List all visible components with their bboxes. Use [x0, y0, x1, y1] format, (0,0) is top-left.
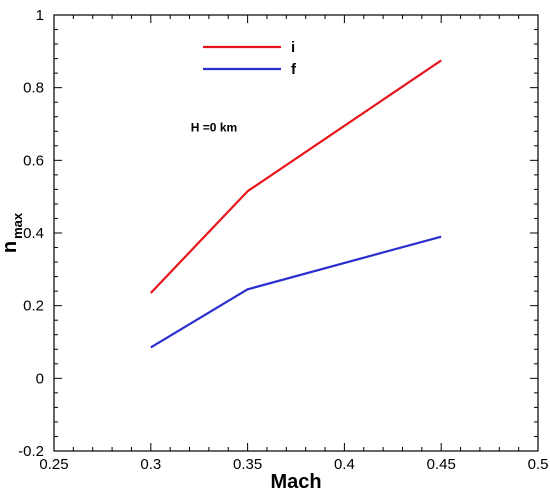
- x-tick-label: 0.25: [39, 456, 68, 473]
- ticks: 0.25 0.3 0.35 0.4 0.45 0.5 -0.2 0 0.2 0.4 0.6 0.8 1: [18, 7, 548, 473]
- annotation-label: H =0 km: [191, 120, 237, 134]
- x-tick-label: 0.45: [427, 456, 456, 473]
- y-tick-label: -0.2: [18, 443, 44, 460]
- legend-label-i: i: [291, 39, 295, 56]
- y-tick-label: 0.2: [23, 298, 44, 315]
- legend: if: [203, 39, 297, 78]
- series-line-f: [150, 235, 442, 349]
- x-tick-label: 0.35: [233, 456, 262, 473]
- y-tick-label: 0.8: [23, 80, 44, 97]
- plot-frame: [53, 14, 539, 452]
- x-tick-label: 0.3: [140, 456, 161, 473]
- y-axis-title: n max: [0, 212, 25, 253]
- y-tick-label: 1: [36, 7, 44, 24]
- y-axis-title-sub: max: [10, 212, 25, 239]
- series-line-i: [150, 59, 442, 294]
- y-tick-label: 0.4: [23, 225, 44, 242]
- axes: [53, 14, 539, 452]
- x-tick-label: 0.4: [334, 456, 355, 473]
- legend-label-f: f: [291, 61, 297, 78]
- x-tick-label: 0.5: [528, 456, 549, 473]
- y-axis-title-main: n: [0, 241, 21, 253]
- x-axis-title: Mach: [270, 471, 321, 493]
- annotations: H =0 km: [191, 120, 237, 134]
- y-tick-label: 0.6: [23, 152, 44, 169]
- series-lines: [150, 59, 442, 349]
- svg-text:nmax: n max: [0, 212, 25, 253]
- y-tick-label: 0: [36, 370, 44, 387]
